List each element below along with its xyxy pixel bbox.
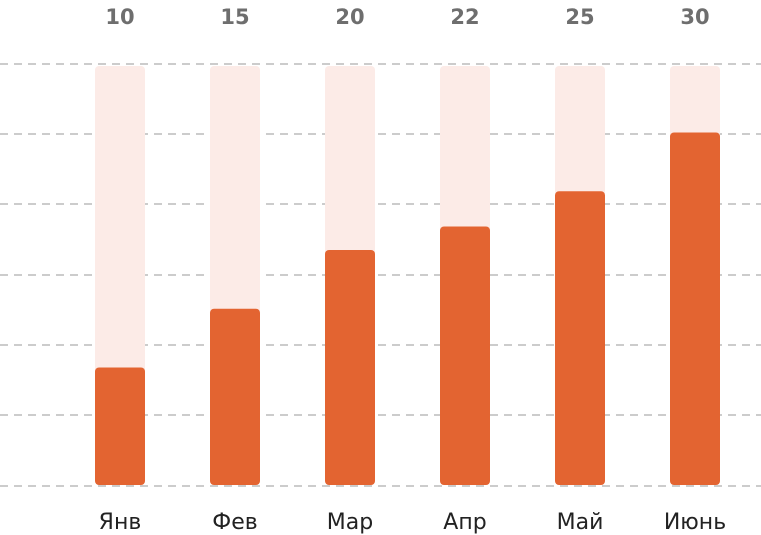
value-label: 15 [220, 5, 249, 29]
bar [670, 132, 720, 485]
category-label: Янв [99, 510, 142, 535]
bar [440, 226, 490, 485]
category-label: Май [557, 510, 604, 535]
category-label: Мар [327, 510, 373, 535]
value-labels: 10 15 20 22 25 30 [105, 5, 709, 29]
category-label: Июнь [664, 510, 726, 535]
category-label: Фев [212, 510, 257, 535]
bar [555, 191, 605, 485]
bar [95, 367, 145, 485]
value-label: 25 [565, 5, 594, 29]
value-label: 10 [105, 5, 134, 29]
value-label: 20 [335, 5, 364, 29]
bar [325, 250, 375, 485]
value-label: 30 [680, 5, 709, 29]
value-label: 22 [450, 5, 479, 29]
category-labels: Янв Фев Мар Апр Май Июнь [99, 510, 726, 535]
category-label: Апр [443, 510, 486, 535]
bar [210, 308, 260, 485]
bars [95, 132, 720, 485]
